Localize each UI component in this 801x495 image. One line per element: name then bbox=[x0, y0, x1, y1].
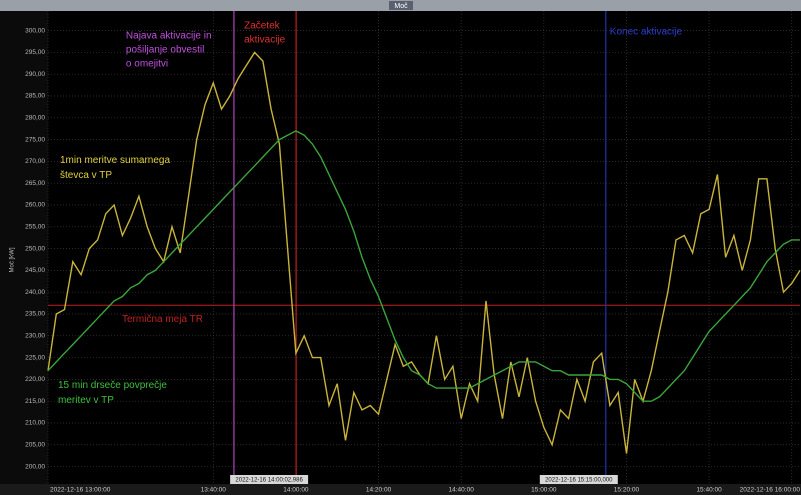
y-tick-label: 225,00 bbox=[25, 354, 45, 361]
cursor-label: 2022-12-16 14:00:02,986 bbox=[235, 478, 303, 484]
x-tick-label: 14:40:00 bbox=[449, 487, 475, 494]
x-tick-label: 14:20:00 bbox=[366, 487, 392, 494]
marker-annotation: Začetek bbox=[244, 21, 281, 32]
y-tick-label: 235,00 bbox=[25, 311, 45, 318]
x-tick-label: 2022-12-16 16:00:00 bbox=[740, 487, 801, 494]
title-box bbox=[389, 1, 413, 10]
y-tick-label: 215,00 bbox=[25, 398, 45, 405]
series-annotation: 1min meritve sumarnega števca v TP bbox=[60, 155, 170, 181]
x-tick-label: 13:40:00 bbox=[201, 487, 227, 494]
cursor-label-box bbox=[539, 475, 618, 484]
marker-annotation: Konec aktivacije bbox=[610, 27, 683, 38]
y-tick-label: 295,00 bbox=[25, 49, 45, 56]
y-tick-label: 210,00 bbox=[25, 420, 45, 427]
y-tick-label: 275,00 bbox=[25, 136, 45, 143]
y-axis-label: Moč [kW] bbox=[10, 247, 16, 272]
plot-area bbox=[48, 11, 801, 484]
x-tick-label: 15:00:00 bbox=[531, 487, 557, 494]
marker-annotation: Najava aktivacije in bbox=[126, 31, 212, 42]
y-tick-label: 220,00 bbox=[25, 376, 45, 383]
y-tick-label: 200,00 bbox=[25, 463, 45, 470]
x-tick-label: 15:40:00 bbox=[696, 487, 722, 494]
series-line bbox=[47, 130, 800, 402]
y-tick-label: 300,00 bbox=[25, 27, 45, 34]
x-tick-label: 2022-12-16 13:00:00 bbox=[50, 487, 111, 494]
cursor-label-box bbox=[230, 475, 309, 484]
y-tick-label: 255,00 bbox=[25, 224, 45, 231]
y-tick-label: 250,00 bbox=[25, 245, 45, 252]
y-tick-label: 265,00 bbox=[25, 180, 45, 187]
marker-annotation: pošiljanje obvestil bbox=[126, 45, 204, 56]
x-tick-label: 14:00:00 bbox=[283, 487, 309, 494]
y-tick-label: 290,00 bbox=[25, 71, 45, 78]
marker-annotation: o omejitvi bbox=[126, 59, 168, 70]
x-axis-bar bbox=[0, 484, 801, 495]
x-tick-label: 15:20:00 bbox=[614, 487, 640, 494]
y-tick-label: 260,00 bbox=[25, 202, 45, 209]
chart-title: Moč bbox=[394, 3, 408, 10]
series-annotation: 15 min drseče povprečje meritev v TP bbox=[58, 380, 167, 406]
y-tick-label: 240,00 bbox=[25, 289, 45, 296]
cursor-label: 2022-12-16 15:15:00,000 bbox=[545, 478, 613, 484]
y-tick-label: 245,00 bbox=[25, 267, 45, 274]
marker-annotation: aktivacije bbox=[244, 35, 286, 46]
y-tick-label: 205,00 bbox=[25, 441, 45, 448]
y-tick-label: 285,00 bbox=[25, 93, 45, 100]
y-tick-label: 230,00 bbox=[25, 332, 45, 339]
y-tick-label: 270,00 bbox=[25, 158, 45, 165]
y-tick-label: 280,00 bbox=[25, 115, 45, 122]
threshold-label: Termična meja TR bbox=[122, 314, 203, 325]
